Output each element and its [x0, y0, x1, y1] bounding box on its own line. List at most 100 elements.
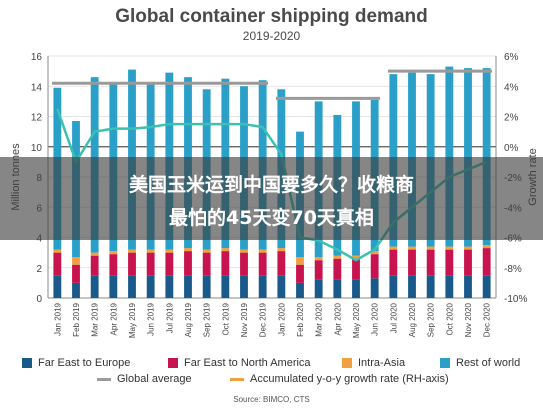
x-tick-label: Jun 2020 — [371, 302, 380, 335]
bar-intra-asia — [109, 251, 118, 255]
x-tick-label: Dec 2019 — [259, 302, 268, 337]
bar-far-east-europe — [333, 279, 342, 298]
legend-swatch-intra-asia — [342, 358, 352, 368]
bar-intra-asia — [277, 248, 286, 252]
x-tick-label: Oct 2019 — [221, 302, 230, 335]
source-note: Source: BIMCO, CTS — [233, 395, 310, 404]
x-tick-label: Sep 2020 — [427, 302, 436, 337]
x-tick-label: Sep 2019 — [203, 302, 212, 337]
chart-title: Global container shipping demand — [115, 6, 428, 27]
bar-intra-asia — [53, 249, 62, 253]
bar-far-east-europe — [426, 275, 435, 298]
bar-far-east-europe — [221, 275, 230, 298]
bar-rest-of-world — [482, 68, 491, 246]
y2-tick-label: -8% — [504, 264, 522, 275]
y2-tick-label: -10% — [504, 294, 527, 305]
bar-far-east-na — [464, 249, 472, 276]
bar-far-east-na — [146, 252, 155, 276]
x-tick-label: Jan 2019 — [53, 302, 62, 335]
y-tick-label: 0 — [36, 294, 42, 305]
bar-far-east-europe — [408, 275, 416, 298]
bar-intra-asia — [370, 251, 379, 255]
overlay-banner — [0, 157, 543, 240]
legend-label-far-east-europe: Far East to Europe — [38, 357, 131, 369]
bar-intra-asia — [482, 245, 491, 249]
legend-label-rest-of-world: Rest of world — [456, 357, 521, 369]
bar-far-east-na — [53, 252, 62, 276]
bar-far-east-europe — [240, 275, 248, 298]
legend-swatch-far-east-na — [168, 358, 178, 368]
bar-intra-asia — [389, 246, 398, 250]
chart-subtitle: 2019-2020 — [242, 29, 301, 43]
bar-far-east-na — [90, 255, 99, 276]
legend-label-growth-rate: Accumulated y-o-y growth rate (RH-axis) — [250, 373, 449, 385]
y2-tick-label: 6% — [504, 52, 519, 63]
legend-label-intra-asia: Intra-Asia — [358, 357, 406, 369]
bar-intra-asia — [445, 246, 454, 250]
legend-label-far-east-na: Far East to North America — [184, 357, 311, 369]
x-tick-label: Jan 2020 — [277, 302, 286, 335]
bar-far-east-na — [333, 258, 342, 280]
bar-far-east-europe — [128, 275, 136, 298]
bar-intra-asia — [72, 257, 80, 265]
bar-far-east-na — [202, 252, 211, 276]
x-tick-label: May 2019 — [128, 302, 137, 338]
bar-intra-asia — [240, 249, 248, 253]
bar-intra-asia — [146, 249, 155, 253]
y2-tick-label: 4% — [504, 82, 519, 93]
legend-line-global-average — [97, 377, 111, 381]
bar-far-east-europe — [184, 275, 192, 298]
y-tick-label: 16 — [31, 52, 43, 63]
bar-far-east-europe — [464, 275, 472, 298]
legend-line-growth-rate — [230, 377, 244, 381]
x-tick-label: Feb 2019 — [72, 302, 81, 336]
bar-far-east-europe — [296, 282, 304, 298]
bar-intra-asia — [202, 249, 211, 253]
bar-far-east-europe — [109, 275, 118, 298]
bar-intra-asia — [258, 249, 267, 253]
bar-rest-of-world — [445, 66, 454, 247]
x-tick-label: Jul 2020 — [389, 302, 398, 333]
bar-far-east-na — [296, 264, 304, 283]
overlay-line-1: 美国玉米运到中国要多久？收粮商 — [128, 174, 414, 196]
bar-far-east-na — [221, 251, 230, 276]
bar-far-east-na — [408, 249, 416, 276]
bar-far-east-europe — [165, 275, 174, 298]
legend-label-global-average: Global average — [117, 373, 192, 385]
bar-far-east-na — [352, 258, 360, 280]
bar-far-east-na — [389, 249, 398, 276]
legend-global-average: Global average — [97, 373, 192, 385]
legend-rest-of-world: Rest of world — [440, 357, 520, 369]
y-tick-label: 2 — [36, 264, 42, 275]
bar-far-east-na — [109, 254, 118, 276]
bar-far-east-na — [258, 252, 267, 276]
bar-far-east-europe — [53, 275, 62, 298]
legend-far-east-na: Far East to North America — [168, 357, 311, 369]
legend-intra-asia: Intra-Asia — [342, 357, 405, 369]
bar-far-east-na — [445, 249, 454, 276]
x-tick-label: Feb 2020 — [296, 302, 305, 336]
x-tick-label: Apr 2020 — [333, 302, 342, 335]
y2-tick-label: 0% — [504, 143, 519, 154]
bar-far-east-europe — [352, 279, 360, 298]
bar-intra-asia — [314, 257, 323, 261]
x-tick-label: Nov 2020 — [464, 302, 473, 337]
bar-far-east-na — [314, 260, 323, 280]
bar-intra-asia — [464, 246, 472, 250]
bar-intra-asia — [221, 248, 230, 252]
bar-intra-asia — [426, 246, 435, 250]
bar-intra-asia — [408, 246, 416, 250]
bar-intra-asia — [333, 255, 342, 259]
bar-far-east-europe — [482, 275, 491, 298]
bar-intra-asia — [352, 255, 360, 259]
legend-far-east-europe: Far East to Europe — [22, 357, 130, 369]
bar-intra-asia — [296, 257, 304, 265]
bar-far-east-europe — [202, 275, 211, 298]
x-tick-label: Aug 2020 — [408, 302, 417, 337]
bar-far-east-europe — [90, 275, 99, 298]
bar-far-east-europe — [370, 278, 379, 298]
bar-far-east-na — [482, 248, 491, 276]
bar-far-east-europe — [72, 282, 80, 298]
bar-far-east-na — [128, 252, 136, 276]
x-tick-label: Jul 2019 — [165, 302, 174, 333]
